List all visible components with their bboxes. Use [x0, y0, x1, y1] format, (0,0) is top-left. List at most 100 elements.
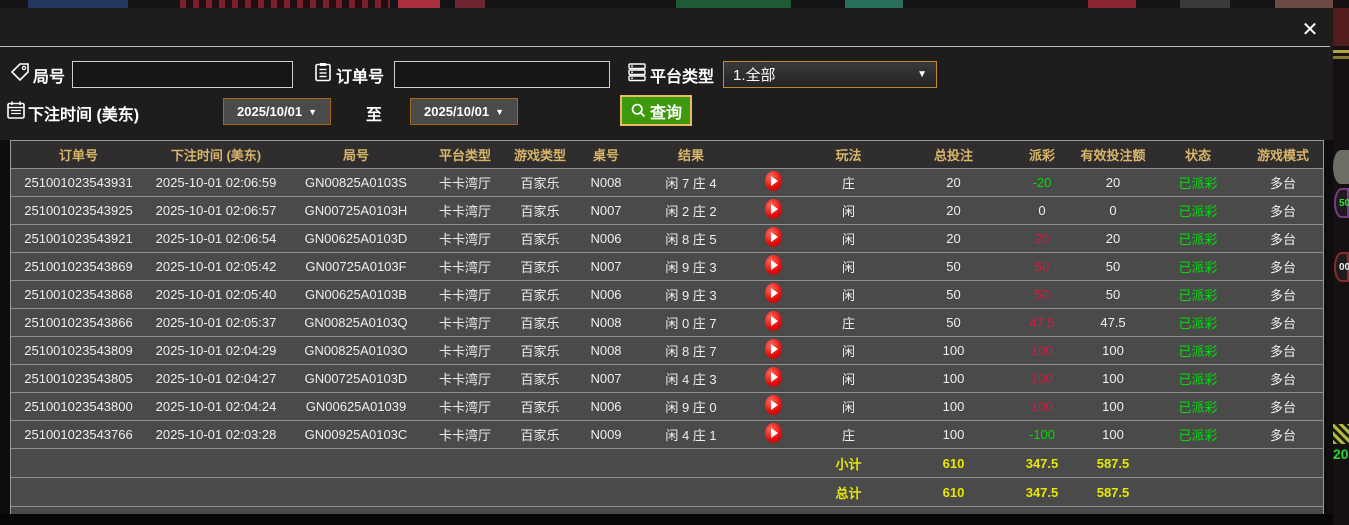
- cell-bet-time: 2025-10-01 02:05:40: [155, 287, 277, 302]
- column-header: 平台类型: [438, 148, 491, 163]
- cell-round-number: GN00825A0103S: [305, 175, 407, 190]
- cell-result: 闲 4 庄 3: [665, 372, 717, 387]
- replay-button[interactable]: [746, 283, 801, 306]
- cell-total-bet: 100: [942, 399, 965, 414]
- background-amount: 20: [1333, 446, 1349, 462]
- cell-game-type: 百家乐: [520, 232, 560, 247]
- column-header: 游戏类型: [513, 148, 566, 163]
- cell-result: 闲 7 庄 4: [665, 176, 717, 191]
- replay-button[interactable]: [746, 395, 801, 418]
- cell-game-type: 百家乐: [520, 372, 560, 387]
- subtotal-label: 小计: [835, 456, 862, 472]
- cell-round-number: GN00725A0103D: [304, 371, 408, 386]
- cell-status: 已派彩: [1178, 260, 1218, 275]
- cell-result: 闲 8 庄 7: [665, 344, 717, 359]
- titlebar-divider: [0, 46, 1330, 47]
- records-table-body: 251001023543931 2025-10-01 02:06:59 GN0082…: [11, 168, 1323, 448]
- cell-total-bet: 50: [946, 315, 961, 330]
- date-from-picker[interactable]: 2025/10/01 ▼: [223, 98, 331, 125]
- cell-status: 已派彩: [1178, 428, 1218, 443]
- platform-type-select[interactable]: 1.全部 ▼: [723, 61, 937, 88]
- cell-status: 已派彩: [1178, 316, 1218, 331]
- round-number-input[interactable]: [72, 61, 293, 88]
- cell-platform-type: 卡卡湾厅: [438, 232, 491, 247]
- play-icon[interactable]: [765, 367, 782, 387]
- clipboard-icon: [313, 62, 333, 82]
- background-fragment: [28, 0, 128, 9]
- cell-total-bet: 100: [942, 343, 965, 358]
- cell-game-mode: 多台: [1269, 372, 1296, 387]
- replay-button[interactable]: [746, 311, 801, 334]
- cell-platform-type: 卡卡湾厅: [438, 400, 491, 415]
- cell-result: 闲 9 庄 3: [665, 288, 717, 303]
- cell-bet-time: 2025-10-01 02:06:59: [155, 175, 277, 190]
- cell-result: 闲 9 庄 0: [665, 400, 717, 415]
- cell-total-bet: 20: [946, 231, 961, 246]
- total-row: 总计 610 347.5 587.5: [11, 477, 1323, 506]
- cell-platform-type: 卡卡湾厅: [438, 260, 491, 275]
- cell-round-number: GN00725A0103F: [305, 259, 407, 274]
- play-icon[interactable]: [765, 227, 782, 247]
- play-icon[interactable]: [765, 171, 782, 191]
- cell-game-mode: 多台: [1269, 316, 1296, 331]
- cell-game-mode: 多台: [1269, 344, 1296, 359]
- play-icon[interactable]: [765, 283, 782, 303]
- round-number-label: 局号: [33, 69, 66, 86]
- order-number-input[interactable]: [394, 61, 610, 88]
- cell-game-mode: 多台: [1269, 260, 1296, 275]
- cell-table-number: N007: [590, 259, 622, 274]
- play-icon[interactable]: [765, 339, 782, 359]
- play-icon[interactable]: [765, 199, 782, 219]
- play-icon[interactable]: [765, 311, 782, 331]
- cell-payout: 50: [1034, 287, 1050, 302]
- cell-valid-bet: 100: [1102, 371, 1124, 386]
- cell-platform-type: 卡卡湾厅: [438, 204, 491, 219]
- cell-bet-play: 闲: [841, 288, 855, 303]
- replay-button[interactable]: [746, 199, 801, 222]
- cell-table-number: N007: [590, 371, 622, 386]
- background-fragment: [1333, 150, 1349, 184]
- cell-payout: 20: [1034, 231, 1050, 246]
- cell-bet-play: 庄: [841, 176, 855, 191]
- cell-payout: 100: [1031, 371, 1053, 386]
- play-icon[interactable]: [765, 395, 782, 415]
- cell-bet-time: 2025-10-01 02:04:24: [155, 399, 277, 414]
- table-row: 251001023543800 2025-10-01 02:04:24 GN0062…: [11, 392, 1323, 420]
- cell-payout: 100: [1031, 399, 1053, 414]
- cell-total-bet: 20: [946, 203, 961, 218]
- table-row: 251001023543921 2025-10-01 02:06:54 GN0062…: [11, 224, 1323, 252]
- column-header: 结果: [677, 148, 704, 163]
- cell-table-number: N008: [590, 175, 622, 190]
- calendar-icon: [6, 100, 26, 120]
- cell-bet-play: 庄: [841, 316, 855, 331]
- cell-round-number: GN00825A0103Q: [304, 315, 408, 330]
- play-icon[interactable]: [765, 423, 782, 443]
- replay-button[interactable]: [746, 255, 801, 278]
- replay-button[interactable]: [746, 367, 801, 390]
- close-button[interactable]: ✕: [1301, 19, 1319, 41]
- search-button-label: 查询: [650, 104, 683, 122]
- replay-button[interactable]: [746, 227, 801, 250]
- bet-time-label: 下注时间 (美东): [28, 107, 140, 124]
- table-row: 251001023543809 2025-10-01 02:04:29 GN0082…: [11, 336, 1323, 364]
- background-page-right-strip: 50 00 20: [1333, 0, 1349, 525]
- background-fragment: [1333, 56, 1349, 59]
- background-fragment: [455, 0, 485, 9]
- replay-button[interactable]: [746, 339, 801, 362]
- search-button[interactable]: 查询: [620, 95, 693, 126]
- column-header: 订单号: [58, 148, 98, 163]
- cell-order-number: 251001023543931: [24, 175, 133, 190]
- replay-button[interactable]: [746, 171, 801, 194]
- chevron-down-icon: ▼: [308, 106, 317, 117]
- table-row: 251001023543869 2025-10-01 02:05:42 GN0072…: [11, 252, 1323, 280]
- cell-order-number: 251001023543869: [24, 259, 133, 274]
- date-to-picker[interactable]: 2025/10/01 ▼: [410, 98, 518, 125]
- cell-valid-bet: 100: [1102, 399, 1124, 414]
- replay-button[interactable]: [746, 423, 801, 446]
- play-icon[interactable]: [765, 255, 782, 275]
- cell-status: 已派彩: [1178, 176, 1218, 191]
- cell-valid-bet: 20: [1105, 175, 1121, 190]
- cell-round-number: GN00625A0103D: [304, 231, 408, 246]
- cell-platform-type: 卡卡湾厅: [438, 428, 491, 443]
